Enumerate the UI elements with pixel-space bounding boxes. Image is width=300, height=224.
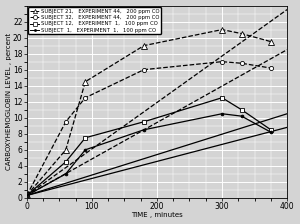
X-axis label: TIME , minutes: TIME , minutes — [131, 212, 183, 218]
Y-axis label: CARBOXYHEMOGLOBIN LEVEL , percent: CARBOXYHEMOGLOBIN LEVEL , percent — [6, 33, 12, 170]
Legend: SUBJECT 21,   EXPERIMENT 44,   200 ppm CO, SUBJECT 32,   EXPERIMENT 44,   200 pp: SUBJECT 21, EXPERIMENT 44, 200 ppm CO, S… — [28, 7, 161, 34]
